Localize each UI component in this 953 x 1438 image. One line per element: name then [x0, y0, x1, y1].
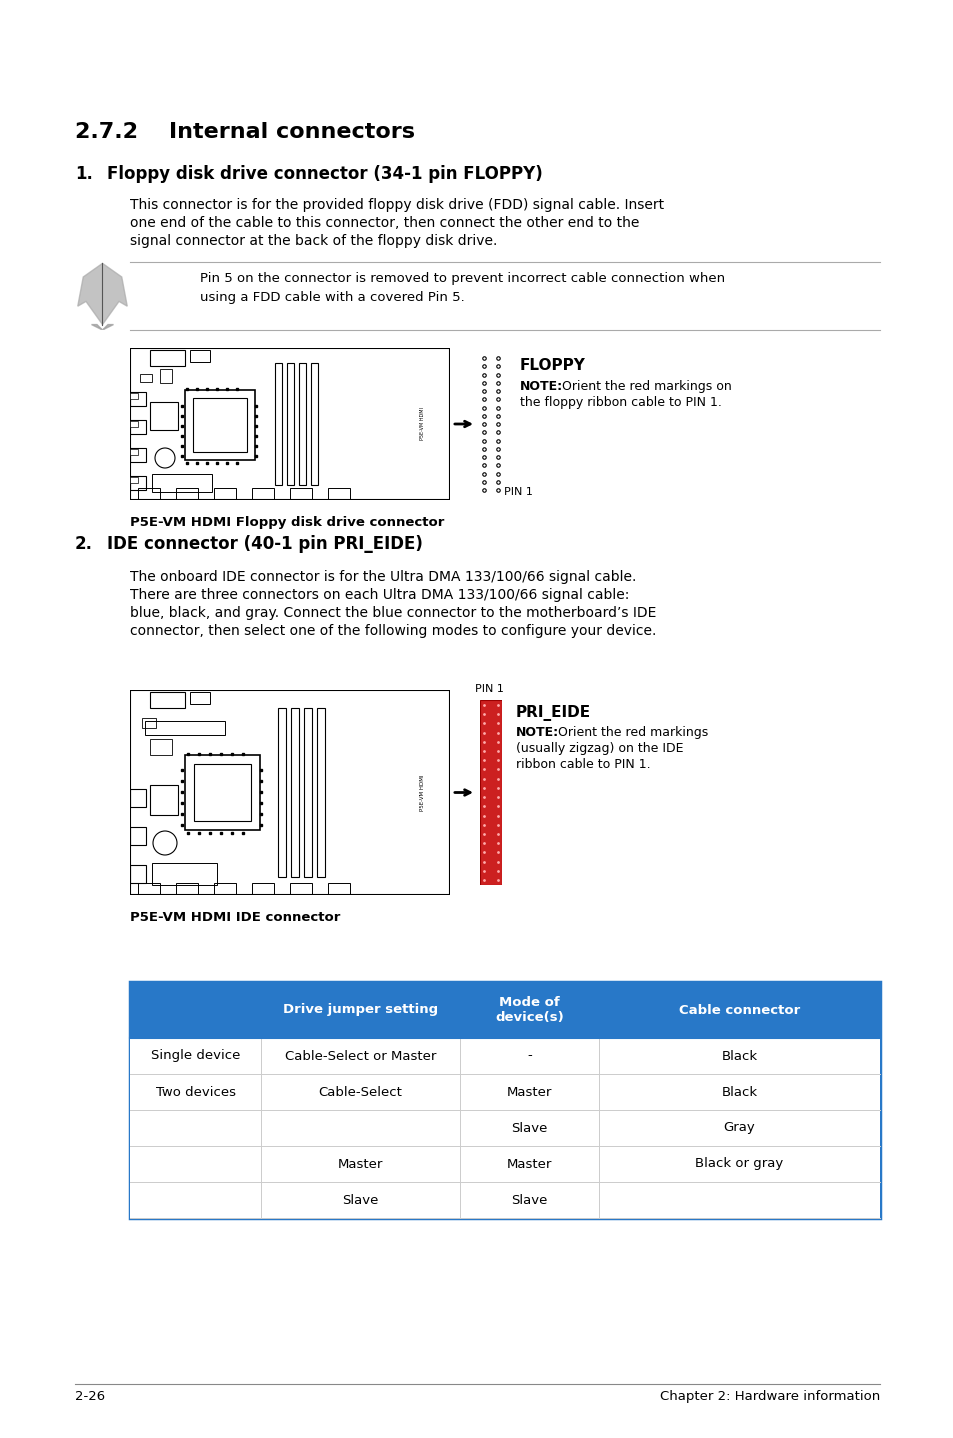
Text: Master: Master: [506, 1158, 552, 1171]
Text: NOTE:: NOTE:: [519, 380, 562, 393]
Text: Orient the red markings on: Orient the red markings on: [558, 380, 731, 393]
Text: Master: Master: [337, 1158, 383, 1171]
Text: (usually zigzag) on the IDE: (usually zigzag) on the IDE: [516, 742, 682, 755]
Text: the floppy ribbon cable to PIN 1.: the floppy ribbon cable to PIN 1.: [519, 395, 721, 408]
Text: Cable connector: Cable connector: [678, 1004, 800, 1017]
Text: connector, then select one of the following modes to configure your device.: connector, then select one of the follow…: [130, 624, 656, 638]
Text: 2.: 2.: [75, 535, 92, 554]
Text: PRI_EIDE: PRI_EIDE: [516, 705, 591, 720]
Bar: [130, 1110, 879, 1146]
Text: using a FDD cable with a covered Pin 5.: using a FDD cable with a covered Pin 5.: [200, 290, 464, 303]
Text: 1.: 1.: [75, 165, 92, 183]
Text: 2-26: 2-26: [75, 1391, 105, 1403]
Text: blue, black, and gray. Connect the blue connector to the motherboard’s IDE: blue, black, and gray. Connect the blue …: [130, 605, 656, 620]
Text: -: -: [526, 1050, 531, 1063]
Text: one end of the cable to this connector, then connect the other end to the: one end of the cable to this connector, …: [130, 216, 639, 230]
Bar: [130, 982, 879, 1038]
Text: NOTE:: NOTE:: [516, 726, 558, 739]
Text: Cable-Select or Master: Cable-Select or Master: [285, 1050, 436, 1063]
Text: signal connector at the back of the floppy disk drive.: signal connector at the back of the flop…: [130, 234, 497, 247]
Text: Black: Black: [720, 1086, 757, 1099]
Text: PIN 1: PIN 1: [503, 487, 533, 498]
Bar: [130, 982, 879, 1218]
Text: Pin 5 on the connector is removed to prevent incorrect cable connection when: Pin 5 on the connector is removed to pre…: [200, 272, 724, 285]
Text: Floppy disk drive connector (34-1 pin FLOPPY): Floppy disk drive connector (34-1 pin FL…: [107, 165, 542, 183]
Text: Black: Black: [720, 1050, 757, 1063]
Text: P5E-VM HDMI Floppy disk drive connector: P5E-VM HDMI Floppy disk drive connector: [130, 516, 444, 529]
Text: Orient the red markings: Orient the red markings: [554, 726, 707, 739]
Text: This connector is for the provided floppy disk drive (FDD) signal cable. Insert: This connector is for the provided flopp…: [130, 198, 663, 211]
Text: Two devices: Two devices: [155, 1086, 235, 1099]
Bar: [130, 1182, 879, 1218]
Text: Black or gray: Black or gray: [695, 1158, 782, 1171]
Text: Drive jumper setting: Drive jumper setting: [283, 1004, 437, 1017]
Text: Gray: Gray: [722, 1122, 755, 1135]
Text: Single device: Single device: [151, 1050, 240, 1063]
Bar: [130, 1074, 879, 1110]
Text: Slave: Slave: [511, 1122, 547, 1135]
Text: Slave: Slave: [342, 1194, 378, 1206]
Text: Cable-Select: Cable-Select: [318, 1086, 402, 1099]
Text: Master: Master: [506, 1086, 552, 1099]
Text: Chapter 2: Hardware information: Chapter 2: Hardware information: [659, 1391, 879, 1403]
Bar: [130, 1038, 879, 1074]
Bar: [130, 1146, 879, 1182]
Text: IDE connector (40-1 pin PRI_EIDE): IDE connector (40-1 pin PRI_EIDE): [107, 535, 422, 554]
Text: PIN 1: PIN 1: [475, 684, 503, 695]
Text: The onboard IDE connector is for the Ultra DMA 133/100/66 signal cable.: The onboard IDE connector is for the Ult…: [130, 569, 636, 584]
Text: P5E-VM HDMI IDE connector: P5E-VM HDMI IDE connector: [130, 912, 340, 925]
Text: Mode of
device(s): Mode of device(s): [495, 995, 563, 1024]
Text: Slave: Slave: [511, 1194, 547, 1206]
Text: There are three connectors on each Ultra DMA 133/100/66 signal cable:: There are three connectors on each Ultra…: [130, 588, 629, 603]
Text: FLOPPY: FLOPPY: [519, 358, 585, 372]
Text: 2.7.2    Internal connectors: 2.7.2 Internal connectors: [75, 122, 415, 142]
Text: ribbon cable to PIN 1.: ribbon cable to PIN 1.: [516, 758, 650, 771]
